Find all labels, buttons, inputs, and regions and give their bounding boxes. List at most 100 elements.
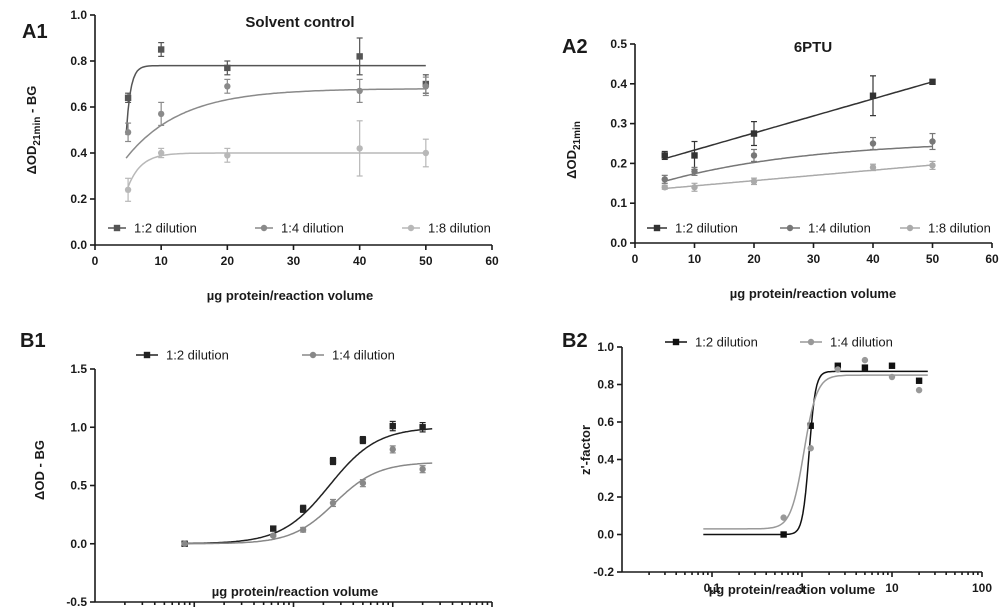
data-point (157, 149, 165, 157)
data-point (780, 531, 787, 538)
data-point (270, 525, 277, 532)
data-point (869, 140, 877, 147)
series-3 (124, 120, 430, 202)
y-tick-label: 0.8 (70, 54, 87, 68)
y-tick-label: 0.2 (610, 156, 627, 170)
y-tick-label: 0.0 (610, 236, 627, 250)
x-tick-label: 30 (807, 252, 821, 266)
data-point (329, 457, 337, 465)
panel-letter: B2 (562, 330, 588, 352)
x-tick-label: 10 (688, 252, 702, 266)
x-tick-label: 40 (866, 252, 880, 266)
legend-label: 1:4 dilution (808, 221, 871, 236)
y-axis-label-subscript: 21min (32, 117, 43, 146)
data-point (181, 540, 188, 547)
data-point (329, 499, 337, 507)
x-tick-label: 60 (985, 252, 999, 266)
legend-item: 1:4 dilution (302, 348, 395, 363)
data-point (124, 186, 132, 193)
y-tick-label: 0.5 (610, 37, 627, 51)
legend-label: 1:4 dilution (281, 221, 344, 236)
data-point (224, 83, 231, 90)
data-point (157, 46, 165, 53)
panel-title: 6PTU (794, 39, 832, 56)
x-tick-label: 40 (353, 254, 367, 268)
data-point (299, 526, 307, 533)
fit-curve (662, 164, 933, 190)
y-tick-label: 1.0 (70, 8, 87, 22)
x-tick-label: 0 (92, 254, 99, 268)
x-tick-label: 10 (154, 254, 168, 268)
x-tick-label: 50 (926, 252, 940, 266)
data-point (661, 184, 668, 191)
y-axis-label-subscript: 21min (572, 121, 583, 150)
panel-a1: A1 Solvent control 0.0 0.2 0.4 0.6 0.8 1.0 0 10 20… (22, 8, 499, 303)
fit-curve (703, 370, 928, 536)
data-point (224, 152, 231, 159)
data-point (224, 64, 231, 72)
data-point (356, 145, 363, 152)
series-3 (661, 160, 936, 192)
y-tick-label: 0.5 (70, 479, 87, 493)
y-tick-label: 0.0 (70, 537, 87, 551)
y-axis-label-main: ΔOD - BG (32, 440, 47, 500)
fit-curve (666, 145, 933, 182)
y-axis-label-tail: - BG (24, 86, 39, 117)
x-tick-label: 50 (419, 254, 433, 268)
data-point (359, 479, 367, 487)
y-axis-label-main: ΔOD (24, 146, 39, 175)
y-axis-label-main: z'-factor (578, 425, 593, 475)
legend-item: 1:2 dilution (108, 221, 197, 236)
legend-marker (653, 224, 661, 232)
legend-item: 1:8 dilution (402, 221, 491, 236)
legend-marker (672, 338, 680, 346)
y-tick-label: 0.8 (597, 378, 614, 392)
data-point (691, 152, 698, 159)
y-tick-label: 1.0 (70, 420, 87, 434)
panel-a2: A2 6PTU 0.0 0.1 0.2 0.3 0.4 0.5 0 10 20 30 40 50 60 µg … (562, 36, 999, 301)
y-tick-label: 0.4 (70, 146, 87, 160)
legend-marker (113, 224, 121, 232)
legend-label: 1:8 dilution (428, 221, 491, 236)
data-point (356, 87, 363, 95)
data-point (270, 532, 277, 539)
x-tick-label: 20 (747, 252, 761, 266)
legend-label: 1:4 dilution (332, 348, 395, 363)
data-point (807, 445, 814, 452)
data-point (929, 162, 936, 169)
x-tick-label: 10 (885, 581, 899, 595)
legend-item: 1:2 dilution (136, 348, 229, 363)
legend-marker (407, 224, 415, 232)
data-point (691, 184, 698, 191)
panel-b2: B2 -0.2 0.0 0.2 0.4 0.6 0.8 1.0 0.1 1 10 100 µg prot… (562, 330, 992, 597)
legend-marker (143, 351, 151, 359)
legend-label: 1:8 dilution (928, 221, 991, 236)
y-tick-label: 0.4 (610, 77, 627, 91)
x-tick-label: 30 (287, 254, 301, 268)
y-axis-label: z'-factor (578, 425, 593, 475)
y-tick-label: 1.0 (597, 340, 614, 354)
data-point (888, 373, 896, 381)
data-point (661, 152, 668, 159)
y-tick-label: 0.1 (610, 196, 627, 210)
x-tick-label: 20 (221, 254, 235, 268)
data-point (869, 92, 877, 99)
fit-curve (703, 374, 928, 530)
x-axis-label: µg protein/reaction volume (212, 584, 378, 599)
panel-letter: A1 (22, 21, 48, 43)
data-point (929, 78, 936, 86)
x-axis-label: µg protein/reaction volume (709, 582, 875, 597)
data-point (359, 436, 367, 444)
data-point (691, 168, 698, 175)
data-point (861, 364, 869, 371)
y-tick-label: 1.5 (70, 362, 87, 376)
y-axis-label: ΔOD21min (564, 121, 583, 179)
y-axis-label: ΔOD - BG (32, 440, 47, 500)
y-tick-label: 0.4 (597, 453, 614, 467)
data-point (422, 149, 430, 157)
data-point (157, 110, 165, 118)
y-axis-label-main: ΔOD (564, 150, 579, 179)
data-point (389, 422, 396, 430)
